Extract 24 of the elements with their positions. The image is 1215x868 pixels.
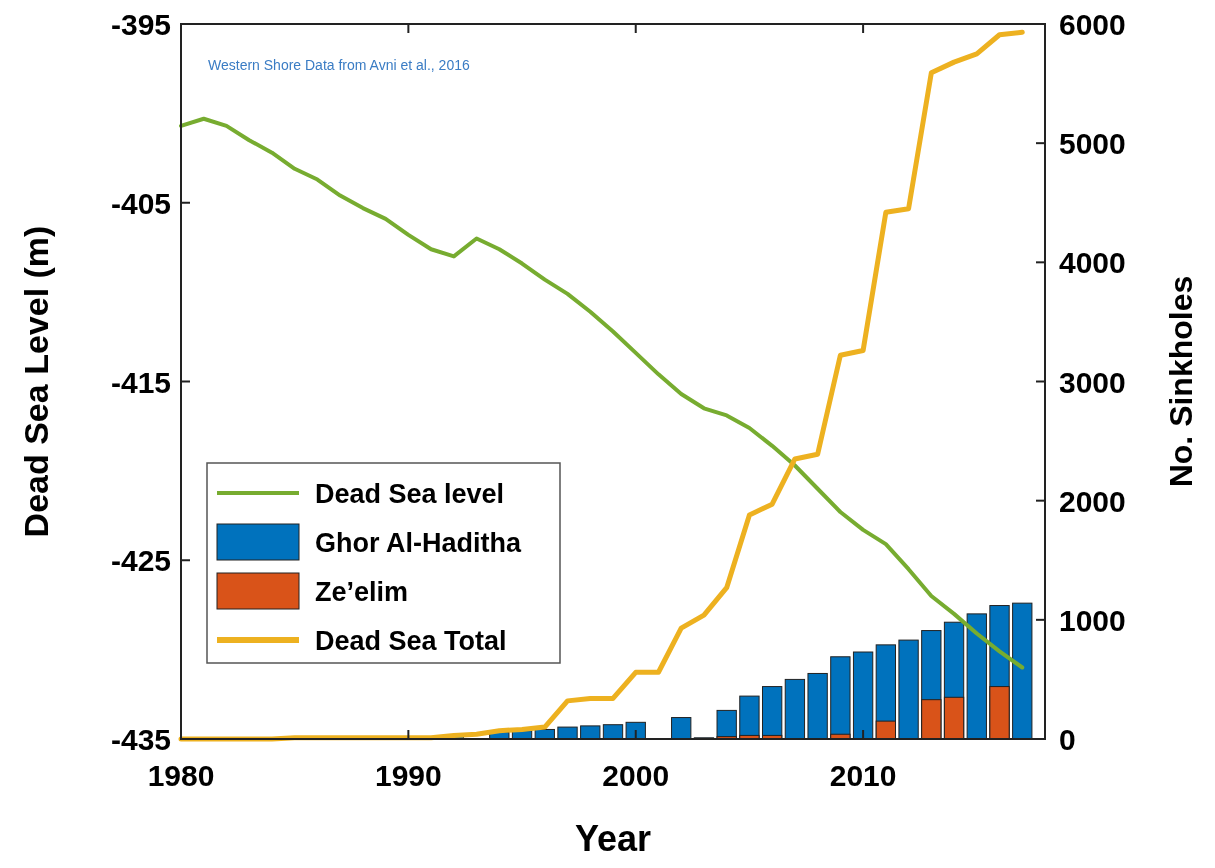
y2-tick-label: 0 (1059, 723, 1076, 756)
annotation: Western Shore Data from Avni et al., 2016 (208, 57, 470, 73)
y2-tick-label: 3000 (1059, 365, 1126, 399)
y2-tick-label: 6000 (1059, 8, 1126, 41)
x-tick-label: 1980 (147, 759, 215, 792)
y2-axis-title: No. Sinkholes (1163, 275, 1199, 488)
legend-label: Dead Sea level (315, 479, 505, 509)
x-tick-label: 2000 (602, 759, 670, 792)
legend-label: Ghor Al-Haditha (315, 528, 522, 558)
legend-label: Ze’elim (315, 577, 409, 607)
legend-label: Dead Sea Total (315, 626, 507, 656)
y2-tick-label: 4000 (1059, 246, 1126, 280)
y2-tick-label: 5000 (1059, 127, 1126, 161)
y-tick-label: -395 (110, 8, 171, 41)
x-tick-label: 2010 (829, 759, 897, 792)
y-axis-title: Dead Sea Level (m) (17, 225, 55, 538)
y-tick-label: -405 (110, 186, 171, 220)
x-axis-title: Year (574, 818, 652, 859)
y-tick-label: -415 (110, 365, 171, 399)
y2-tick-label: 1000 (1059, 603, 1126, 637)
y2-tick-label: 2000 (1059, 484, 1126, 518)
y-tick-label: -425 (110, 544, 171, 578)
y-tick-label: -435 (110, 723, 171, 756)
x-tick-label: 1990 (374, 759, 442, 792)
